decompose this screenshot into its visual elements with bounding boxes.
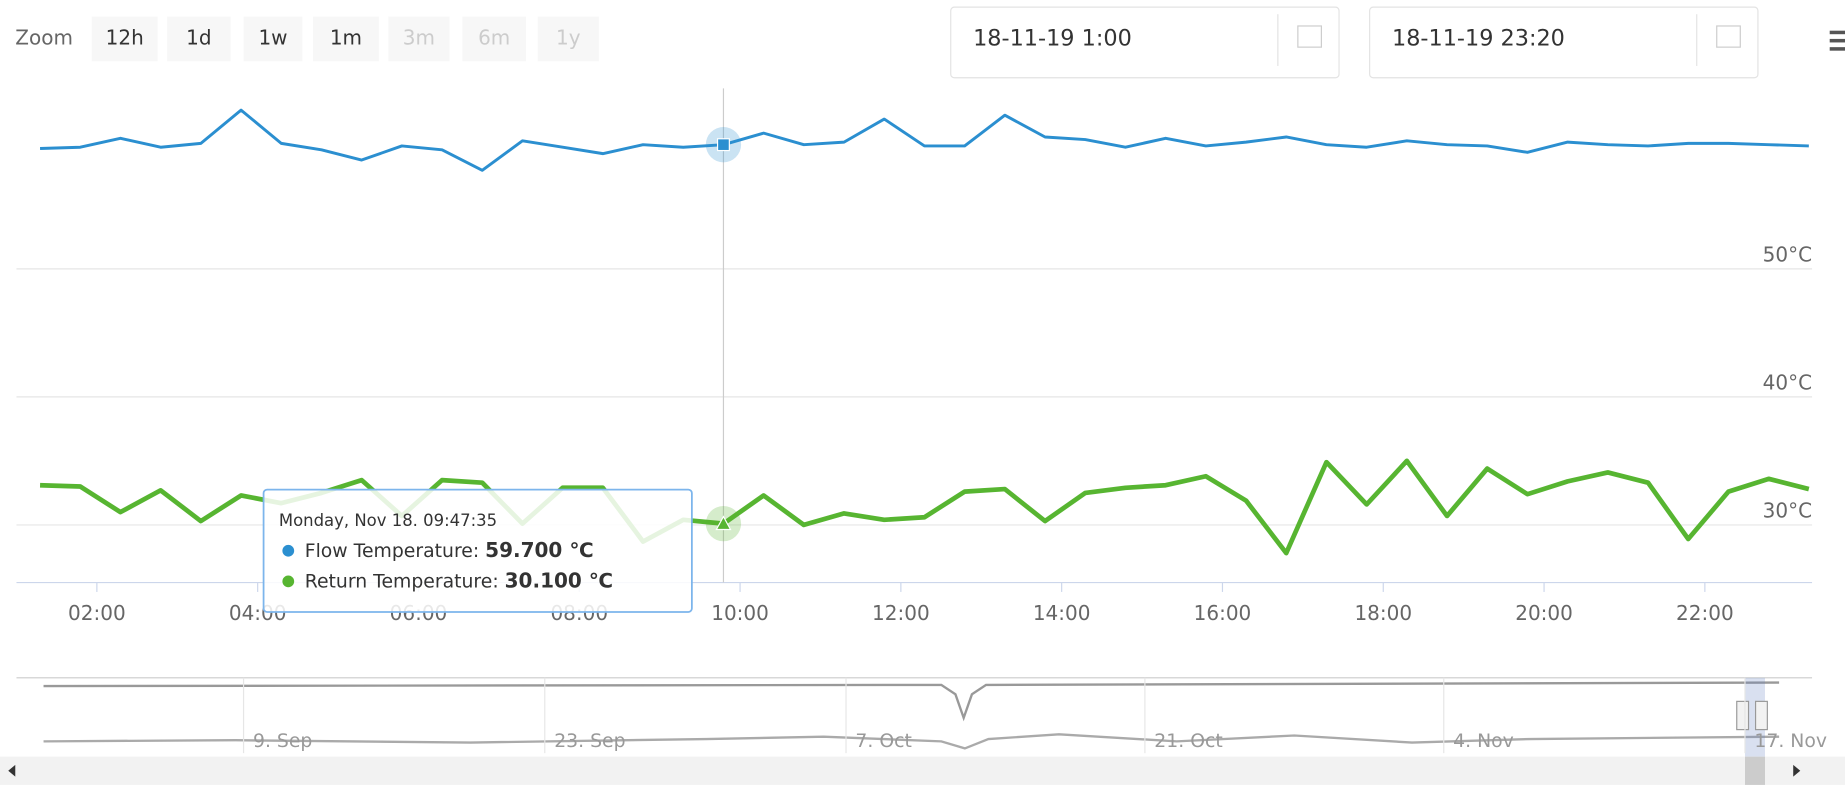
tooltip-row: Return Temperature: 30.100 ℃	[305, 568, 613, 592]
menu-bar	[1829, 38, 1845, 43]
zoom-button-label: 1w	[258, 25, 287, 49]
menu-bar	[1829, 47, 1845, 51]
point-marker	[716, 138, 730, 152]
zoom-button	[537, 16, 599, 62]
navigator-handle[interactable]	[1754, 700, 1768, 731]
zoom-button-label: 6m	[478, 25, 510, 49]
zoom-button-label: 1d	[186, 25, 211, 49]
zoom-label: Zoom	[15, 25, 73, 49]
y-tick-label: 40°C	[1763, 370, 1812, 394]
tooltip-row: Flow Temperature: 59.700 ℃	[305, 537, 594, 561]
toolbar: Zoom 18-11-19 1:00 18-11-19 23:20 12h 1d 1…	[15, 6, 1845, 79]
x-tick-label: 20:00	[1515, 601, 1573, 625]
zoom-button-label: 12h	[106, 25, 144, 49]
zoom-button	[462, 16, 526, 62]
navigator-line	[43, 681, 1780, 722]
navigator-label: 9. Sep	[253, 731, 312, 752]
navigator-label: 21. Oct	[1154, 731, 1222, 752]
x-tick-label: 22:00	[1676, 601, 1734, 625]
zoom-button[interactable]	[91, 16, 158, 62]
point-marker	[715, 515, 732, 531]
navigator-handle[interactable]	[1736, 700, 1750, 731]
date-to: 18-11-19 23:20	[1392, 25, 1565, 51]
x-tick-label: 02:00	[68, 601, 126, 625]
tooltip-dot	[282, 575, 295, 588]
menu-bar	[1829, 30, 1845, 35]
scrollbar[interactable]	[0, 756, 1845, 785]
tooltip: Monday, Nov 18. 09:47:35 Flow Temperatur…	[262, 488, 693, 613]
navigator-label: 7. Oct	[855, 731, 911, 752]
x-tick-label: 16:00	[1194, 601, 1252, 625]
date-from-input[interactable]	[950, 6, 1340, 79]
zoom-button-label: 1y	[556, 25, 581, 49]
scroll-right[interactable]	[1793, 764, 1801, 777]
date-to-input[interactable]	[1369, 6, 1759, 79]
date-from: 18-11-19 1:00	[973, 25, 1132, 51]
navigator-label: 17. Nov	[1754, 731, 1827, 752]
zoom-button[interactable]	[167, 16, 231, 62]
y-tick-label: 30°C	[1763, 498, 1812, 522]
navigator: 9. Sep 23. Sep 7. Oct 21. Oct 4. Nov 17. Nov	[0, 677, 1845, 785]
scroll-left[interactable]	[8, 764, 16, 777]
tooltip-value: 30.100 ℃	[505, 568, 613, 592]
menu-icon[interactable]	[1829, 30, 1845, 51]
tooltip-value: 59.700 ℃	[485, 537, 593, 561]
calendar-icon[interactable]	[1716, 25, 1741, 48]
series-line	[39, 458, 1810, 556]
navigator-label: 4. Nov	[1453, 731, 1514, 752]
tooltip-dot	[282, 544, 295, 557]
y-tick-label: 50°C	[1763, 242, 1812, 266]
scrollbar-thumb[interactable]	[1744, 756, 1765, 785]
navigator-line	[43, 733, 1780, 750]
calendar-icon[interactable]	[1297, 25, 1322, 48]
x-tick-label: 10:00	[711, 601, 769, 625]
zoom-button-label: 3m	[403, 25, 435, 49]
tooltip-label: Return Temperature:	[305, 571, 505, 592]
zoom-button	[388, 16, 450, 62]
tooltip-label: Flow Temperature:	[305, 540, 485, 561]
tooltip-box	[262, 488, 693, 613]
x-tick-label: 14:00	[1033, 601, 1091, 625]
plot-area: 30°C40°C50°C02:0004:0006:0008:0010:0012:…	[16, 88, 1812, 625]
zoom-button[interactable]	[243, 16, 303, 62]
zoom-button[interactable]	[312, 16, 379, 62]
zoom-button-label: 1m	[330, 25, 362, 49]
series-line	[40, 108, 1809, 172]
x-tick-label: 18:00	[1354, 601, 1412, 625]
tooltip-header: Monday, Nov 18. 09:47:35	[279, 511, 497, 530]
x-tick-label: 12:00	[872, 601, 930, 625]
navigator-label: 23. Sep	[554, 731, 625, 752]
